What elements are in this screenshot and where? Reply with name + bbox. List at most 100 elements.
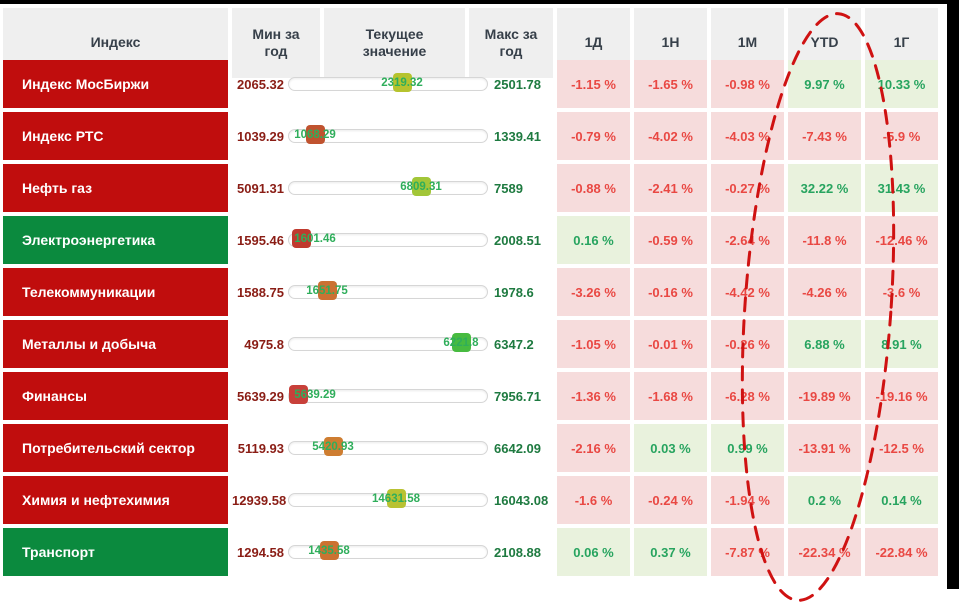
change-cell-ytd: -22.34 % — [788, 528, 861, 576]
min-year-value: 1588.75 — [237, 285, 284, 300]
change-cell-1m: -1.94 % — [711, 476, 784, 524]
year-range-slider: 1588.75 1651.75 1978.6 — [232, 268, 553, 316]
index-row-label: Металлы и добыча — [3, 320, 228, 368]
change-cell-1y: -3.6 % — [865, 268, 938, 316]
change-cell-1m: -2.64 % — [711, 216, 784, 264]
current-value-label: 14631.58 — [372, 493, 420, 505]
change-cell-1w: -0.59 % — [634, 216, 707, 264]
change-cell-1d: 0.16 % — [557, 216, 630, 264]
max-year-value: 7956.71 — [494, 389, 541, 404]
year-range-slider: 1039.29 1068.29 1339.41 — [232, 112, 553, 160]
slider-handle[interactable] — [452, 333, 471, 352]
slider-track: 6809.31 — [288, 177, 488, 196]
year-range-slider: 1595.46 1601.46 2008.51 — [232, 216, 553, 264]
slider-handle[interactable] — [320, 541, 339, 560]
change-cell-1m: -0.26 % — [711, 320, 784, 368]
change-cell-1d: -0.79 % — [557, 112, 630, 160]
change-cell-1w: 0.37 % — [634, 528, 707, 576]
index-row-label: Потребительский сектор — [3, 424, 228, 472]
change-cell-1w: -0.24 % — [634, 476, 707, 524]
change-cell-1w: 0.03 % — [634, 424, 707, 472]
change-cell-1y: 8.91 % — [865, 320, 938, 368]
change-cell-1w: -1.68 % — [634, 372, 707, 420]
change-cell-1m: -0.98 % — [711, 60, 784, 108]
current-value-label: 1601.46 — [294, 233, 336, 245]
change-cell-ytd: 9.97 % — [788, 60, 861, 108]
min-year-value: 5091.31 — [237, 181, 284, 196]
slider-track: 14631.58 — [288, 489, 488, 508]
change-cell-1w: -4.02 % — [634, 112, 707, 160]
change-cell-ytd: -13.91 % — [788, 424, 861, 472]
slider-handle[interactable] — [292, 229, 311, 248]
year-range-slider: 5639.29 5639.29 7956.71 — [232, 372, 553, 420]
slider-handle[interactable] — [412, 177, 431, 196]
indices-table: Индекс Мин за год Текущее значение Макс … — [3, 8, 938, 576]
change-cell-1w: -0.01 % — [634, 320, 707, 368]
index-row-label: Телекоммуникации — [3, 268, 228, 316]
index-row-label: Финансы — [3, 372, 228, 420]
index-row-label: Индекс МосБиржи — [3, 60, 228, 108]
column-header-min-year: Мин за год — [232, 8, 320, 78]
slider-track: 6221.8 — [288, 333, 488, 352]
slider-handle[interactable] — [318, 281, 337, 300]
change-cell-1w: -0.16 % — [634, 268, 707, 316]
max-year-value: 6642.09 — [494, 441, 541, 456]
change-cell-1y: 0.14 % — [865, 476, 938, 524]
change-cell-1y: 31.43 % — [865, 164, 938, 212]
change-cell-1d: -1.6 % — [557, 476, 630, 524]
change-cell-ytd: 0.2 % — [788, 476, 861, 524]
year-range-slider: 4975.8 6221.8 6347.2 — [232, 320, 553, 368]
change-cell-ytd: -19.89 % — [788, 372, 861, 420]
slider-track: 1068.29 — [288, 125, 488, 144]
change-cell-ytd: 6.88 % — [788, 320, 861, 368]
change-cell-1y: -22.84 % — [865, 528, 938, 576]
change-cell-1w: -1.65 % — [634, 60, 707, 108]
max-year-value: 2108.88 — [494, 545, 541, 560]
current-value-label: 6809.31 — [400, 181, 442, 193]
change-cell-1y: -12.5 % — [865, 424, 938, 472]
change-cell-1m: 0.99 % — [711, 424, 784, 472]
index-row-label: Нефть газ — [3, 164, 228, 212]
change-cell-1m: -6.28 % — [711, 372, 784, 420]
current-value-label: 6221.8 — [443, 337, 479, 349]
change-cell-1m: -4.42 % — [711, 268, 784, 316]
change-cell-1w: -2.41 % — [634, 164, 707, 212]
current-value-label: 5420.93 — [312, 441, 354, 453]
screenshot-right-border — [947, 0, 959, 589]
change-cell-1d: -0.88 % — [557, 164, 630, 212]
min-year-value: 2065.32 — [237, 77, 284, 92]
column-header-current-value: Текущее значение — [324, 8, 465, 78]
index-row-label: Электроэнергетика — [3, 216, 228, 264]
max-year-value: 2501.78 — [494, 77, 541, 92]
slider-handle[interactable] — [306, 125, 325, 144]
change-cell-1y: -5.9 % — [865, 112, 938, 160]
change-cell-1d: -1.15 % — [557, 60, 630, 108]
slider-handle[interactable] — [393, 73, 412, 92]
current-value-label: 1435.58 — [308, 545, 350, 557]
year-range-slider: 5091.31 6809.31 7589 — [232, 164, 553, 212]
change-cell-ytd: 32.22 % — [788, 164, 861, 212]
change-cell-1y: -19.16 % — [865, 372, 938, 420]
slider-handle[interactable] — [387, 489, 406, 508]
max-year-value: 16043.08 — [494, 493, 549, 508]
min-year-value: 5119.93 — [237, 441, 284, 456]
change-cell-1d: -3.26 % — [557, 268, 630, 316]
index-row-label: Индекс РТС — [3, 112, 228, 160]
change-cell-ytd: -11.8 % — [788, 216, 861, 264]
index-row-label: Транспорт — [3, 528, 228, 576]
current-value-label: 1068.29 — [294, 129, 336, 141]
change-cell-1m: -4.03 % — [711, 112, 784, 160]
max-year-value: 1339.41 — [494, 129, 541, 144]
change-cell-1y: 10.33 % — [865, 60, 938, 108]
change-cell-ytd: -4.26 % — [788, 268, 861, 316]
slider-track: 5420.93 — [288, 437, 488, 456]
min-year-value: 5639.29 — [237, 389, 284, 404]
min-year-value: 4975.8 — [244, 337, 284, 352]
slider-track: 1651.75 — [288, 281, 488, 300]
current-value-label: 2319.32 — [381, 77, 423, 89]
change-cell-1d: -1.05 % — [557, 320, 630, 368]
slider-handle[interactable] — [324, 437, 343, 456]
max-year-value: 1978.6 — [494, 285, 534, 300]
slider-handle[interactable] — [289, 385, 308, 404]
change-cell-ytd: -7.43 % — [788, 112, 861, 160]
